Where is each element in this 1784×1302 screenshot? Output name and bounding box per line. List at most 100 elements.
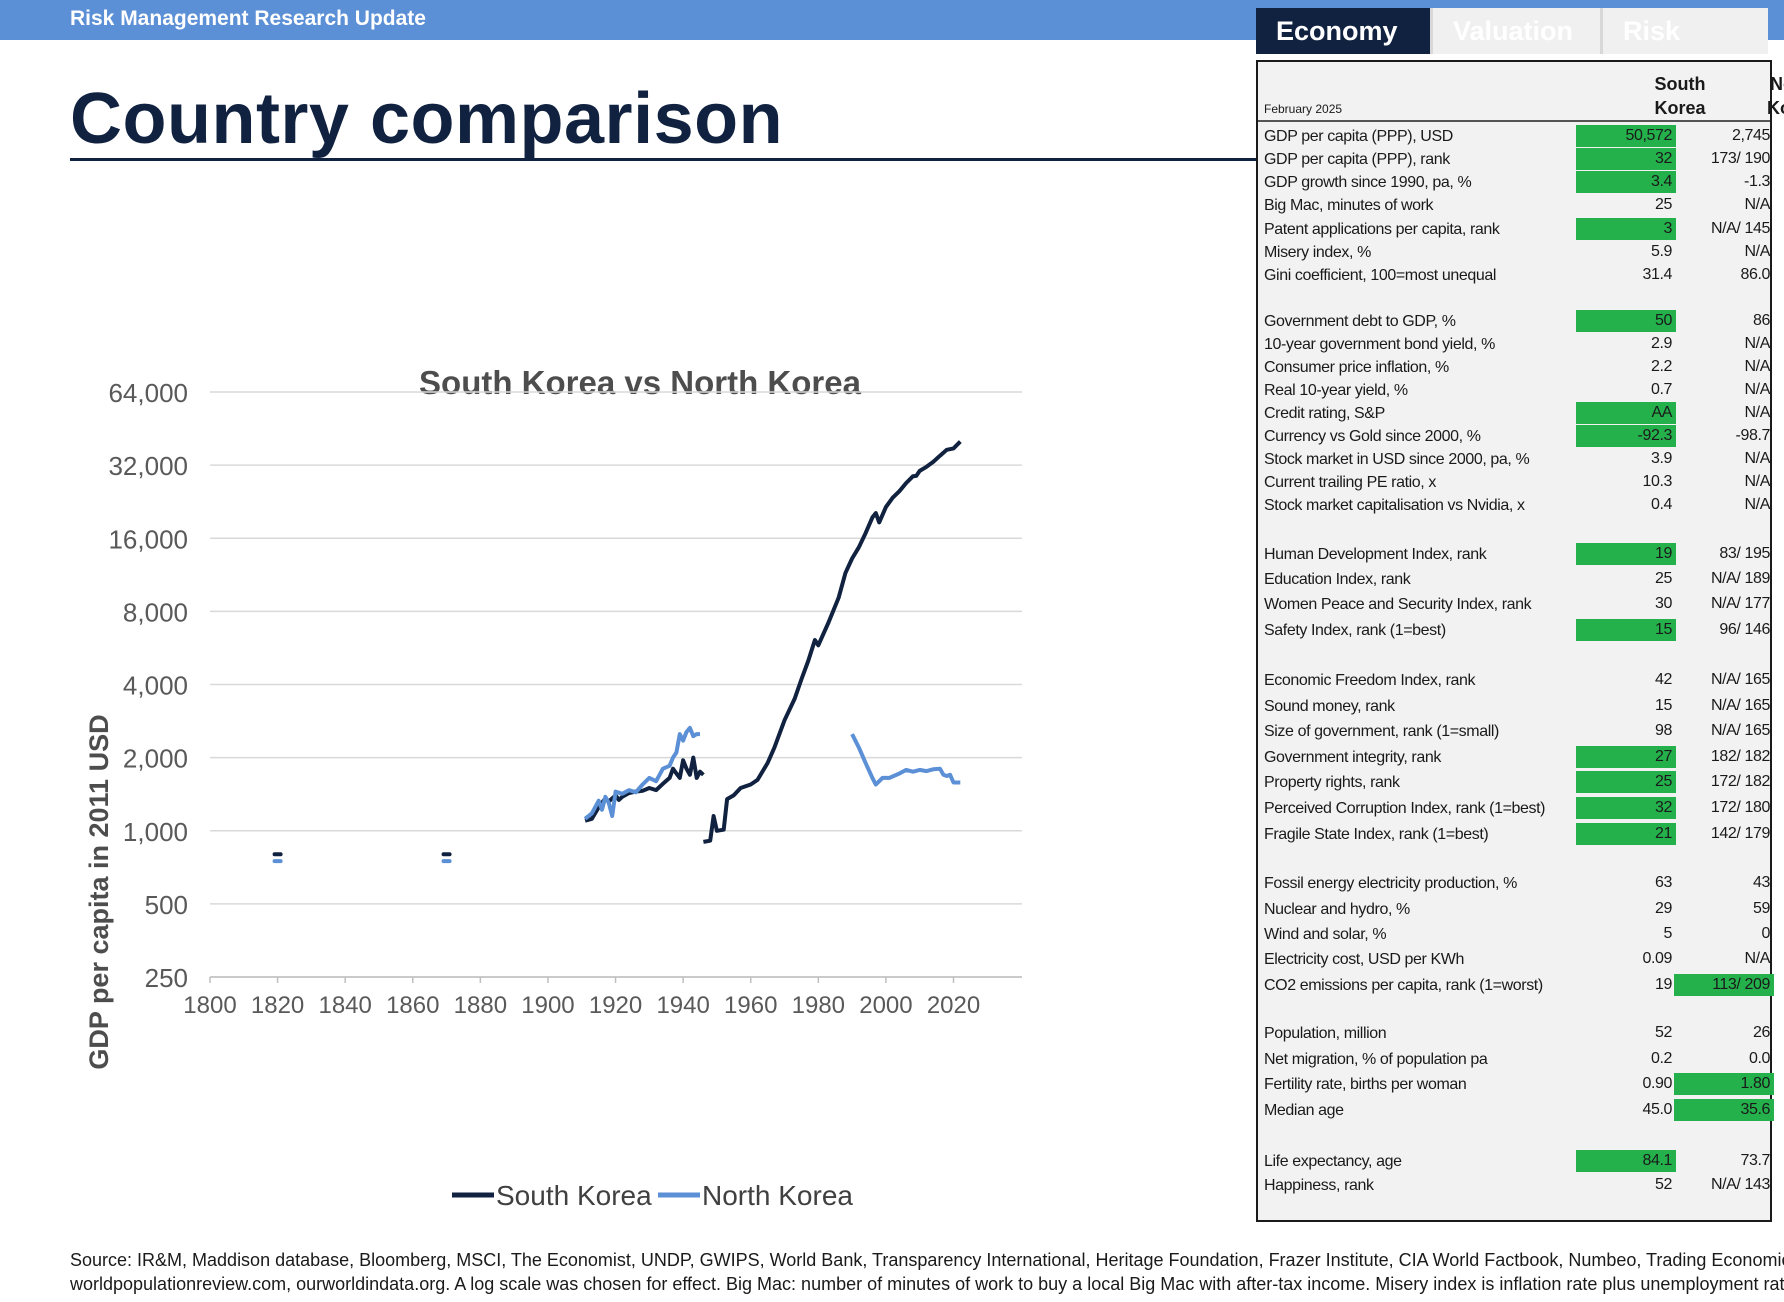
south-korea-value: 30 (1655, 595, 1672, 612)
north-korea-value: N/A/ 165 (1710, 671, 1770, 688)
row-label: Median age (1264, 1102, 1344, 1119)
south-korea-value: 0.09 (1642, 950, 1672, 967)
north-korea-value: N/A/ 145 (1710, 220, 1770, 237)
table-row: Happiness, rank 52 N/A/ 143 (1258, 1174, 1770, 1198)
row-label: Perceived Corruption Index, rank (1=best… (1264, 800, 1546, 817)
table-row: Current trailing PE ratio, x 10.3 N/A (1258, 471, 1770, 495)
south-korea-value: 0.4 (1650, 496, 1672, 513)
x-tick-label: 1860 (386, 992, 439, 1019)
table-row: 10-year government bond yield, % 2.9 N/A (1258, 333, 1770, 357)
tab-risk[interactable]: Risk (1600, 8, 1768, 54)
row-label: Government debt to GDP, % (1264, 313, 1456, 330)
table-row: GDP growth since 1990, pa, % 3.4 -1.3 (1258, 171, 1770, 195)
table-row: Government debt to GDP, % 50 86 (1258, 310, 1770, 334)
series-line (583, 725, 700, 821)
table-row: Big Mac, minutes of work 25 N/A (1258, 194, 1770, 218)
south-korea-value: -92.3 (1576, 425, 1676, 447)
table-row: Currency vs Gold since 2000, % -92.3 -98.7 (1258, 425, 1770, 449)
col-header-north-korea: North Korea (1766, 74, 1784, 118)
row-label: GDP per capita (PPP), USD (1264, 128, 1453, 145)
table-row: Stock market capitalisation vs Nvidia, x… (1258, 494, 1770, 518)
x-tick-label: 1940 (656, 992, 709, 1019)
tab-economy[interactable]: Economy (1256, 8, 1430, 54)
north-korea-value: 26 (1753, 1024, 1770, 1041)
north-korea-value: N/A (1744, 496, 1771, 513)
table-row: Human Development Index, rank 19 83/ 195 (1258, 543, 1770, 567)
row-label: Patent applications per capita, rank (1264, 221, 1500, 238)
north-korea-value: 173/ 190 (1710, 150, 1770, 167)
north-korea-value: 113/ 209 (1674, 974, 1774, 996)
x-tick-label: 1900 (521, 992, 574, 1019)
table-row: Economic Freedom Index, rank 42 N/A/ 165 (1258, 669, 1770, 693)
x-tick-label: 1960 (724, 992, 777, 1019)
south-korea-value: 3.9 (1650, 450, 1672, 467)
north-korea-value: N/A (1744, 358, 1771, 375)
row-label: Economic Freedom Index, rank (1264, 672, 1476, 689)
row-label: Big Mac, minutes of work (1264, 197, 1434, 214)
south-korea-value: 29 (1655, 900, 1672, 917)
y-tick-label: 16,000 (108, 524, 188, 554)
chart-title: South Korea vs North Korea (419, 364, 862, 401)
row-label: Fragile State Index, rank (1=best) (1264, 826, 1489, 843)
north-korea-value: 35.6 (1674, 1099, 1774, 1121)
row-label: CO2 emissions per capita, rank (1=worst) (1264, 977, 1543, 994)
north-korea-value: -1.3 (1744, 173, 1770, 190)
band-title: Risk Management Research Update (70, 7, 426, 30)
y-tick-label: 250 (145, 963, 188, 993)
x-tick-label: 1840 (318, 992, 371, 1019)
south-korea-value: 5 (1663, 925, 1673, 942)
north-korea-value: 73.7 (1740, 1152, 1770, 1169)
south-korea-value: AA (1576, 402, 1676, 424)
north-korea-value: N/A (1744, 473, 1771, 490)
north-korea-value: 172/ 180 (1710, 799, 1770, 816)
north-korea-value: N/A/ 177 (1710, 595, 1770, 612)
row-label: Human Development Index, rank (1264, 546, 1487, 563)
legend-label-south-korea: South Korea (496, 1180, 652, 1211)
south-korea-value: 63 (1655, 874, 1672, 891)
table-row: Government integrity, rank 27 182/ 182 (1258, 746, 1770, 770)
page-title: Country comparison (70, 79, 784, 159)
table-row: Perceived Corruption Index, rank (1=best… (1258, 797, 1770, 821)
row-label: Fossil energy electricity production, % (1264, 875, 1517, 892)
row-label: Safety Index, rank (1=best) (1264, 622, 1446, 639)
tab-valuation[interactable]: Valuation (1430, 8, 1600, 54)
north-korea-value: 0 (1761, 925, 1771, 942)
north-korea-value: 182/ 182 (1710, 748, 1770, 765)
table-row: Consumer price inflation, % 2.2 N/A (1258, 356, 1770, 380)
row-label: Consumer price inflation, % (1264, 359, 1449, 376)
row-label: Gini coefficient, 100=most unequal (1264, 267, 1497, 284)
row-label: Misery index, % (1264, 244, 1371, 261)
title-rule (70, 158, 1256, 161)
south-korea-value: 15 (1655, 697, 1672, 714)
north-korea-value: N/A/ 189 (1710, 570, 1770, 587)
table-row: Electricity cost, USD per KWh 0.09 N/A (1258, 948, 1770, 972)
south-korea-value: 25 (1655, 196, 1672, 213)
north-korea-value: 142/ 179 (1710, 825, 1770, 842)
north-korea-value: 1.80 (1674, 1073, 1774, 1095)
x-tick-label: 2020 (927, 992, 980, 1019)
south-korea-value: 84.1 (1576, 1150, 1676, 1172)
row-label: Life expectancy, age (1264, 1153, 1402, 1170)
south-korea-value: 52 (1655, 1024, 1672, 1041)
series-line (703, 440, 962, 844)
row-label: Education Index, rank (1264, 571, 1411, 588)
table-row: Real 10-year yield, % 0.7 N/A (1258, 379, 1770, 403)
table-row: Sound money, rank 15 N/A/ 165 (1258, 695, 1770, 719)
table-row: Property rights, rank 25 172/ 182 (1258, 771, 1770, 795)
table-row: Stock market in USD since 2000, pa, % 3.9… (1258, 448, 1770, 472)
north-korea-value: N/A/ 165 (1710, 697, 1770, 714)
y-axis-label: GDP per capita in 2011 USD (84, 714, 114, 1069)
table-row: CO2 emissions per capita, rank (1=worst)… (1258, 974, 1774, 998)
north-korea-value: 96/ 146 (1719, 621, 1770, 638)
south-korea-value: 31.4 (1642, 266, 1672, 283)
north-korea-value: 2,745 (1731, 127, 1770, 144)
south-korea-value: 0.7 (1650, 381, 1672, 398)
north-korea-value: -98.7 (1735, 427, 1771, 444)
x-tick-label: 1980 (792, 992, 845, 1019)
south-korea-value: 42 (1655, 671, 1672, 688)
table-row: Patent applications per capita, rank 3 N/A… (1258, 218, 1770, 242)
y-tick-label: 32,000 (108, 451, 188, 481)
row-label: Happiness, rank (1264, 1177, 1374, 1194)
south-korea-value: 21 (1576, 823, 1676, 845)
north-korea-value: N/A (1744, 243, 1771, 260)
